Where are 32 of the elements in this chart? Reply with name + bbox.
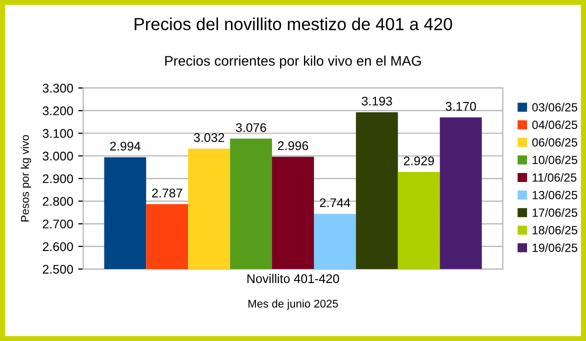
y-tick-label: 3.300 [42, 84, 74, 93]
y-tick-label: 3.100 [42, 129, 74, 138]
legend-label: 13/06/25 [532, 190, 578, 200]
legend-label: 06/06/25 [532, 138, 578, 147]
legend-label: 18/06/25 [532, 226, 578, 234]
data-label: 2.994 [110, 142, 140, 151]
data-label: 3.170 [446, 102, 476, 111]
y-axis-title: Pesos por kg vivo [20, 135, 32, 222]
y-tick-label: 2.800 [42, 196, 74, 206]
legend-label: 17/06/25 [532, 208, 578, 217]
data-label: 3.193 [362, 96, 392, 106]
chart-subtitle: Precios corrientes por kilo vivo en el MAG [165, 56, 421, 69]
data-label: 2.996 [278, 141, 308, 150]
y-tick-label: 2.900 [42, 174, 74, 184]
chart-title: Precios del novillito mestizo de 401 a 420 [134, 17, 452, 30]
legend-label: 10/06/25 [532, 155, 578, 164]
data-label: 3.032 [194, 133, 224, 142]
data-label: 2.744 [320, 198, 350, 208]
legend-label: 03/06/25 [532, 102, 578, 112]
data-label: 2.929 [404, 156, 434, 166]
legend-label: 04/06/25 [532, 120, 578, 130]
legend-label: 19/06/25 [532, 243, 578, 252]
legend-label: 11/06/25 [532, 173, 576, 182]
data-label: 3.076 [236, 123, 266, 132]
y-tick-label: 2.500 [42, 264, 74, 274]
y-tick-label: 3.200 [42, 106, 74, 116]
y-tick-label: 2.700 [42, 220, 74, 228]
x-tick-label: Novillito 401-420 [247, 274, 340, 284]
data-label: 2.787 [152, 188, 182, 198]
y-tick-label: 2.600 [42, 242, 74, 252]
x-axis-title: Mes de junio 2025 [248, 299, 338, 310]
y-tick-label: 3.000 [42, 152, 74, 161]
